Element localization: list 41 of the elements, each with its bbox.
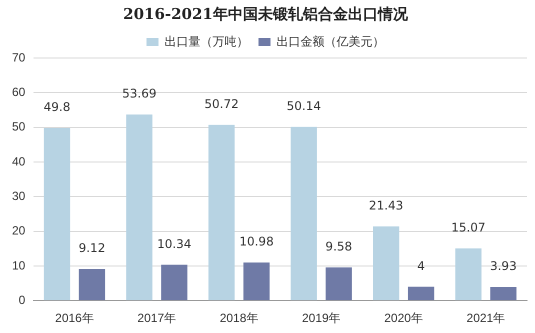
bar — [408, 286, 434, 300]
x-tick-label: 2016年 — [55, 311, 94, 326]
bar — [126, 114, 152, 300]
bar — [490, 286, 516, 300]
data-label: 15.07 — [451, 220, 486, 234]
bar — [455, 248, 482, 300]
y-tick-label: 10 — [12, 258, 26, 272]
data-label: 50.72 — [204, 96, 239, 111]
y-tick-label: 60 — [12, 84, 26, 99]
bar — [44, 128, 70, 300]
data-label: 10.98 — [239, 234, 274, 249]
data-label: 3.93 — [490, 259, 517, 274]
y-tick-label: 40 — [12, 154, 26, 168]
bar — [208, 124, 235, 300]
bar — [78, 268, 106, 300]
bar — [326, 267, 352, 300]
bar — [161, 264, 188, 300]
legend-label: 出口金额（亿美元） — [276, 34, 384, 48]
y-tick-label: 0 — [18, 292, 26, 307]
x-tick-label: 2021年 — [466, 311, 506, 326]
bar — [243, 262, 270, 300]
data-label: 4 — [417, 258, 425, 273]
data-label: 53.69 — [122, 86, 156, 101]
y-tick-label: 70 — [12, 50, 26, 64]
data-label: 21.43 — [368, 198, 404, 212]
x-tick-label: 2019年 — [302, 311, 341, 326]
x-tick-label: 2018年 — [220, 311, 258, 326]
y-tick-label: 20 — [12, 224, 26, 238]
data-label: 9.58 — [325, 240, 352, 254]
bar — [290, 126, 317, 300]
data-label: 49.8 — [44, 100, 70, 114]
chart-title: 2016-2021年中国未锻轧铝合金出口情况 — [123, 4, 409, 23]
legend-label: 出口量（万吨） — [164, 34, 248, 48]
x-tick-label: 2020年 — [384, 311, 423, 326]
data-label: 10.34 — [157, 236, 192, 251]
data-label: 9.12 — [78, 241, 106, 256]
data-label: 50.14 — [286, 98, 322, 113]
y-tick-label: 50 — [12, 120, 26, 134]
bar — [372, 226, 400, 300]
y-tick-label: 30 — [12, 188, 26, 203]
x-tick-label: 2017年 — [137, 311, 176, 326]
